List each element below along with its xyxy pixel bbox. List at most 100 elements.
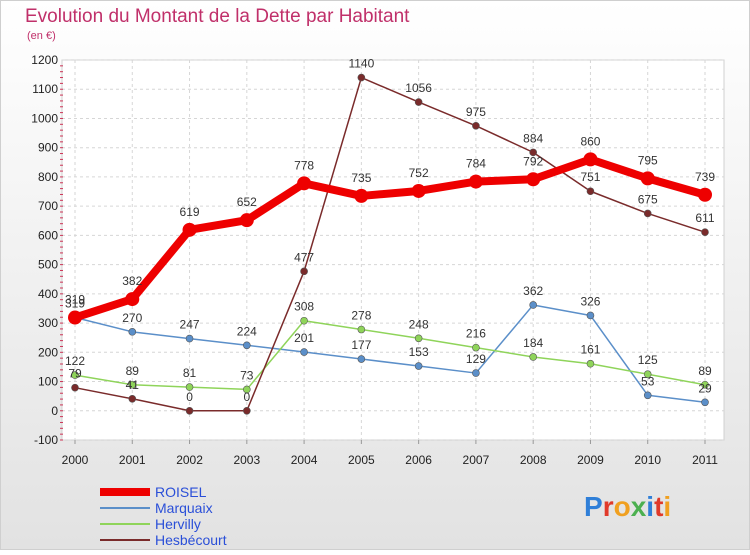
data-point-marquaix bbox=[701, 398, 709, 407]
data-point-hervilly bbox=[185, 383, 194, 391]
data-label-hervilly: 161 bbox=[580, 343, 600, 357]
logo-letter: r bbox=[603, 491, 614, 522]
x-tick-label: 2003 bbox=[233, 453, 260, 467]
data-label-hervilly: 89 bbox=[698, 364, 712, 378]
data-label-marquaix: 29 bbox=[698, 381, 712, 395]
x-tick-label: 2004 bbox=[291, 453, 318, 467]
data-label-hervilly: 73 bbox=[240, 368, 254, 382]
x-tick-label: 2010 bbox=[634, 453, 661, 467]
data-label-marquaix: 270 bbox=[122, 311, 142, 325]
data-label-hesb-court: 1056 bbox=[405, 81, 432, 95]
data-label-hesb-court: 884 bbox=[523, 131, 543, 145]
data-point-roisel bbox=[239, 213, 254, 228]
data-label-hesb-court: 675 bbox=[638, 192, 658, 206]
data-point-roisel bbox=[468, 174, 483, 189]
data-label-roisel: 784 bbox=[466, 157, 486, 171]
data-label-roisel: 319 bbox=[65, 293, 85, 307]
logo-letter: i bbox=[646, 491, 654, 522]
data-label-hervilly: 184 bbox=[523, 336, 543, 350]
data-label-roisel: 735 bbox=[351, 171, 371, 185]
data-point-roisel bbox=[297, 176, 312, 191]
data-point-marquaix bbox=[243, 341, 251, 350]
data-label-roisel: 860 bbox=[580, 134, 600, 148]
data-point-hesb-court bbox=[185, 406, 194, 415]
data-point-marquaix bbox=[414, 362, 423, 370]
y-tick-label: 800 bbox=[38, 170, 58, 184]
data-label-roisel: 792 bbox=[523, 154, 543, 168]
axes: -100010020030040050060070080090010001100… bbox=[31, 53, 718, 467]
data-label-hesb-court: 751 bbox=[580, 170, 600, 184]
data-point-roisel bbox=[698, 187, 712, 202]
data-point-hesb-court bbox=[128, 394, 137, 403]
series-layer bbox=[68, 73, 712, 415]
series-line-roisel bbox=[73, 155, 707, 322]
legend-label-marquaix: Marquaix bbox=[155, 500, 213, 516]
data-point-hervilly bbox=[243, 385, 251, 394]
data-label-marquaix: 247 bbox=[180, 318, 200, 332]
data-label-hesb-court: 41 bbox=[126, 378, 140, 392]
x-tick-label: 2006 bbox=[405, 453, 432, 467]
data-label-hervilly: 308 bbox=[294, 300, 314, 314]
data-label-roisel: 778 bbox=[294, 158, 314, 172]
data-point-marquaix bbox=[472, 369, 480, 377]
legend-label-roisel: ROISEL bbox=[155, 484, 207, 500]
data-label-hervilly: 81 bbox=[183, 366, 197, 380]
data-label-roisel: 619 bbox=[180, 205, 200, 219]
y-tick-label: -100 bbox=[34, 433, 58, 447]
x-tick-label: 2001 bbox=[119, 453, 146, 467]
data-point-roisel bbox=[68, 310, 82, 325]
x-tick-label: 2000 bbox=[62, 453, 89, 467]
data-point-roisel bbox=[583, 152, 598, 167]
data-point-marquaix bbox=[300, 348, 308, 356]
y-tick-label: 500 bbox=[38, 258, 58, 272]
data-label-hervilly: 125 bbox=[638, 353, 658, 367]
data-label-marquaix: 326 bbox=[580, 294, 600, 308]
data-label-roisel: 739 bbox=[695, 170, 715, 184]
data-label-marquaix: 153 bbox=[409, 345, 429, 359]
data-label-hesb-court: 0 bbox=[243, 390, 250, 404]
data-point-hesb-court bbox=[243, 406, 251, 415]
data-point-hervilly bbox=[472, 343, 480, 352]
series-line-hervilly bbox=[74, 319, 706, 391]
x-tick-label: 2009 bbox=[577, 453, 604, 467]
data-point-roisel bbox=[125, 292, 140, 307]
chart-subtitle: (en €) bbox=[27, 30, 56, 42]
data-point-roisel bbox=[411, 183, 426, 198]
y-tick-label: 1100 bbox=[32, 82, 58, 96]
y-tick-label: 700 bbox=[38, 199, 58, 213]
data-point-hervilly bbox=[128, 380, 137, 389]
data-point-marquaix bbox=[185, 334, 194, 343]
logo-letter: t bbox=[654, 491, 663, 522]
y-tick-label: 1000 bbox=[31, 111, 58, 125]
data-point-roisel bbox=[640, 171, 655, 186]
data-point-marquaix bbox=[529, 301, 537, 309]
logo-letter: i bbox=[663, 491, 671, 522]
data-label-hervilly: 248 bbox=[409, 317, 429, 331]
data-point-hesb-court bbox=[701, 228, 709, 236]
y-tick-label: 600 bbox=[38, 228, 58, 242]
data-point-marquaix bbox=[128, 328, 137, 336]
data-labels: 319 270 247 224 201 177 153 129 362 326 53 29 122 89 8… bbox=[65, 57, 715, 404]
logo-letter: x bbox=[631, 491, 647, 522]
x-tick-label: 2005 bbox=[348, 453, 375, 467]
data-point-hervilly bbox=[357, 325, 366, 334]
x-tick-label: 2007 bbox=[463, 453, 490, 467]
data-label-roisel: 795 bbox=[638, 153, 658, 167]
data-point-roisel bbox=[526, 172, 541, 187]
data-point-hervilly bbox=[529, 353, 537, 361]
data-point-marquaix bbox=[643, 391, 652, 400]
series-line-marquaix bbox=[74, 304, 706, 404]
data-label-marquaix: 201 bbox=[294, 331, 314, 345]
data-label-hervilly: 122 bbox=[65, 354, 85, 368]
data-point-hervilly bbox=[586, 359, 595, 368]
data-point-hervilly bbox=[414, 334, 423, 343]
data-label-hervilly: 89 bbox=[126, 364, 140, 378]
y-tick-label: 100 bbox=[38, 375, 58, 389]
data-point-marquaix bbox=[357, 355, 366, 363]
legend-label-hesb-court: Hesbécourt bbox=[155, 532, 227, 548]
logo-letter: o bbox=[614, 491, 631, 522]
data-point-hervilly bbox=[300, 316, 308, 325]
data-point-hesb-court bbox=[357, 73, 366, 82]
data-point-hesb-court bbox=[586, 187, 595, 196]
